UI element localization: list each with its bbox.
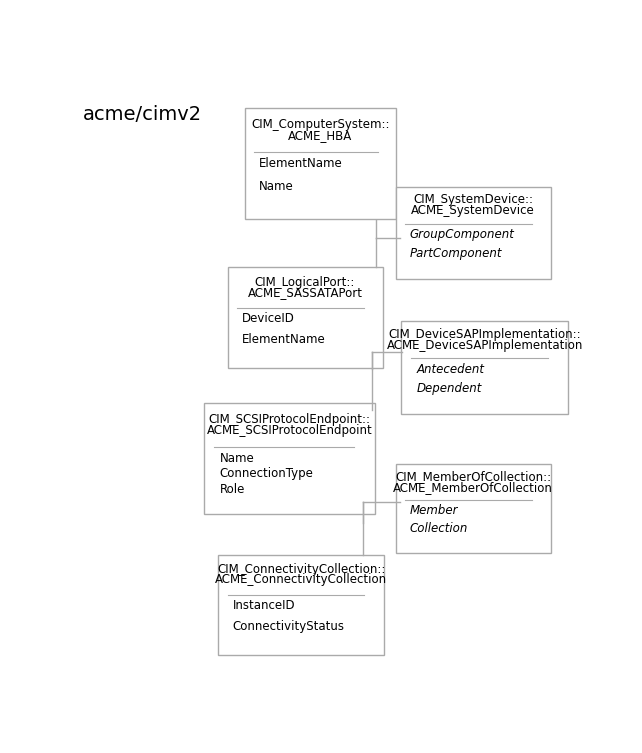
Text: ElementName: ElementName bbox=[241, 333, 325, 346]
Bar bbox=[204, 403, 375, 514]
Text: Name: Name bbox=[259, 181, 293, 194]
Text: ACME_SystemDevice: ACME_SystemDevice bbox=[412, 204, 535, 217]
Text: DeviceID: DeviceID bbox=[241, 312, 294, 325]
Text: CIM_LogicalPort::: CIM_LogicalPort:: bbox=[255, 276, 355, 288]
Text: acme/cimv2: acme/cimv2 bbox=[83, 105, 202, 123]
Text: PartComponent: PartComponent bbox=[410, 247, 502, 261]
Text: CIM_DeviceSAPImplementation::: CIM_DeviceSAPImplementation:: bbox=[388, 328, 581, 341]
Text: Antecedent: Antecedent bbox=[417, 363, 485, 376]
Text: ACME_SASSATAPort: ACME_SASSATAPort bbox=[248, 286, 363, 299]
Text: CIM_ComputerSystem::: CIM_ComputerSystem:: bbox=[251, 118, 390, 131]
Text: CIM_SystemDevice::: CIM_SystemDevice:: bbox=[413, 194, 533, 206]
Text: ACME_MemberOfCollection: ACME_MemberOfCollection bbox=[394, 480, 553, 494]
Text: Member: Member bbox=[410, 505, 458, 517]
Text: CIM_SCSIProtocolEndpoint::: CIM_SCSIProtocolEndpoint:: bbox=[209, 413, 370, 426]
Text: Dependent: Dependent bbox=[417, 382, 482, 395]
Text: ConnectionType: ConnectionType bbox=[220, 468, 313, 480]
Bar bbox=[395, 187, 551, 279]
Text: GroupComponent: GroupComponent bbox=[410, 228, 514, 241]
Text: ACME_SCSIProtocolEndpoint: ACME_SCSIProtocolEndpoint bbox=[207, 424, 372, 437]
Text: Collection: Collection bbox=[410, 523, 468, 535]
Bar bbox=[218, 555, 385, 655]
Text: ACME_DeviceSAPImplementation: ACME_DeviceSAPImplementation bbox=[386, 339, 583, 352]
Text: CIM_MemberOfCollection::: CIM_MemberOfCollection:: bbox=[395, 470, 551, 483]
Text: ElementName: ElementName bbox=[259, 157, 342, 170]
Text: ACME_ConnectivityCollection: ACME_ConnectivityCollection bbox=[215, 573, 387, 587]
Text: Role: Role bbox=[220, 483, 245, 496]
Text: Name: Name bbox=[220, 452, 254, 465]
Bar bbox=[227, 267, 383, 367]
Bar bbox=[245, 108, 396, 219]
Text: InstanceID: InstanceID bbox=[233, 599, 295, 612]
Text: ConnectivityStatus: ConnectivityStatus bbox=[233, 620, 345, 633]
Text: CIM_ConnectivityCollection::: CIM_ConnectivityCollection:: bbox=[217, 563, 385, 576]
Bar bbox=[401, 322, 568, 413]
Text: ACME_HBA: ACME_HBA bbox=[288, 129, 352, 142]
Bar bbox=[395, 464, 551, 553]
